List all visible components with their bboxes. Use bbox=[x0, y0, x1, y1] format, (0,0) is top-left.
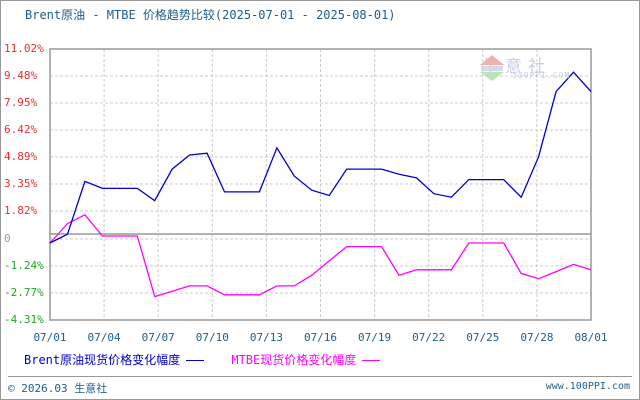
site-link[interactable]: www.100PPI.com bbox=[545, 381, 630, 392]
chart-title: Brent原油 - MTBE 价格趋势比较(2025-07-01 - 2025-… bbox=[25, 8, 396, 22]
x-tick-label: 07/19 bbox=[358, 331, 392, 344]
x-tick-label: 07/07 bbox=[141, 331, 175, 344]
y-tick-label: 4.89% bbox=[4, 150, 38, 163]
brent-series-line bbox=[49, 71, 592, 244]
ppi-logo-icon bbox=[480, 55, 504, 81]
plot-border bbox=[49, 48, 592, 321]
x-tick-label: 07/04 bbox=[87, 331, 121, 344]
y-tick-label: 1.82% bbox=[4, 204, 38, 217]
y-tick-label: 6.42% bbox=[4, 123, 38, 136]
x-tick-label: 07/22 bbox=[412, 331, 446, 344]
mtbe-series-line bbox=[49, 213, 592, 298]
legend-mtbe: MTBE现货价格变化幅度 bbox=[231, 353, 357, 367]
y-tick-label: 0 bbox=[4, 232, 11, 245]
footer-divider bbox=[8, 376, 632, 377]
y-tick-label: -4.31% bbox=[4, 313, 44, 326]
x-tick-label: 07/16 bbox=[303, 331, 338, 344]
y-tick-label: 11.02% bbox=[4, 42, 44, 55]
x-tick-label: 07/13 bbox=[249, 331, 283, 344]
x-tick-label: 07/10 bbox=[195, 331, 229, 344]
y-tick-label: -2.77% bbox=[4, 286, 44, 299]
legend-brent-swatch bbox=[186, 360, 205, 361]
x-tick-label: 07/25 bbox=[466, 331, 500, 344]
legend: Brent原油现货价格变化幅度 MTBE现货价格变化幅度 bbox=[24, 351, 381, 368]
x-tick-label: 07/28 bbox=[520, 331, 554, 344]
watermark-sub: 100PPI.COM bbox=[512, 71, 571, 80]
legend-brent: Brent原油现货价格变化幅度 bbox=[24, 353, 181, 367]
x-tick-label: 08/01 bbox=[574, 331, 608, 344]
x-tick-label: 07/01 bbox=[33, 331, 67, 344]
y-tick-label: 7.95% bbox=[4, 96, 38, 109]
y-tick-label: 9.48% bbox=[4, 69, 38, 82]
copyright: © 2026.03 生意社 bbox=[8, 382, 108, 395]
y-tick-label: 3.35% bbox=[4, 177, 38, 190]
legend-mtbe-swatch bbox=[362, 360, 381, 361]
y-tick-label: -1.24% bbox=[4, 259, 44, 272]
gridlines bbox=[50, 48, 591, 321]
